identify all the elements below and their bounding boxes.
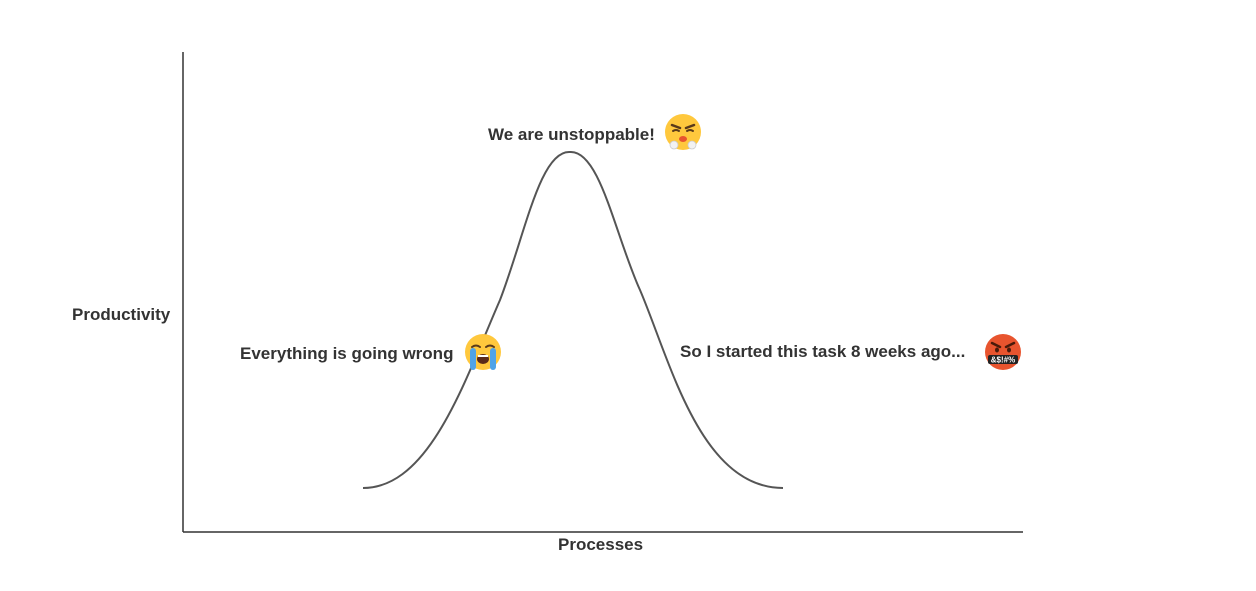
annotation-falling-text: So I started this task 8 weeks ago... [680,342,966,361]
annotation-peak-text: We are unstoppable! [488,125,655,144]
annotation-rising-text: Everything is going wrong [240,344,454,363]
cursing-face-icon: &$!#% [983,332,1023,372]
steam-from-nose-face-icon [663,112,703,152]
y-axis-label: Productivity [72,305,171,324]
bell-curve [362,150,784,489]
x-axis-label: Processes [558,535,644,554]
loudly-crying-face-icon [463,332,503,372]
cursing-symbols-text: &$!#% [991,356,1015,365]
